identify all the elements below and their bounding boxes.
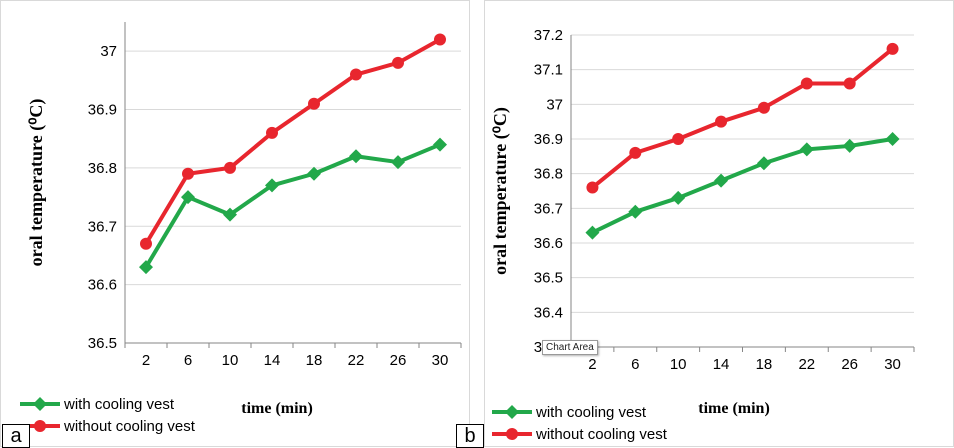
data-point-diamond	[391, 155, 405, 170]
y-tick-label: 36.8	[534, 166, 563, 183]
line-chart-b: 36.336.436.536.636.736.836.93737.137.226…	[484, 0, 954, 447]
x-tick-label: 18	[306, 352, 323, 369]
data-point-diamond	[349, 149, 363, 164]
data-point-diamond	[628, 204, 643, 219]
chart-area-tooltip: Chart Area	[542, 340, 598, 355]
data-point-circle	[392, 56, 404, 69]
x-tick-label: 2	[142, 352, 150, 369]
x-tick-label: 6	[184, 352, 192, 369]
series-line	[591, 137, 893, 235]
x-tick-label: 14	[264, 352, 281, 369]
legend-marker-circle	[506, 428, 518, 440]
legend-marker-circle	[34, 420, 46, 432]
y-tick-label: 36.6	[88, 277, 117, 294]
chart-panel-b: 36.336.436.536.636.736.836.93737.137.226…	[456, 0, 954, 448]
y-tick-label: 36.8	[88, 160, 117, 177]
data-point-diamond	[307, 166, 321, 181]
y-tick-label: 36.4	[534, 304, 563, 321]
y-tick-label: 36.7	[534, 200, 563, 217]
data-point-diamond	[756, 156, 771, 171]
data-point-diamond	[585, 225, 600, 240]
chart-area-border	[0, 0, 470, 447]
y-tick-label: 36.7	[88, 218, 117, 235]
series-line	[144, 142, 441, 269]
y-axis-title: oral temperature (⁰C)	[490, 107, 511, 275]
y-tick-label: 36.5	[88, 335, 117, 352]
data-point-circle	[715, 115, 728, 128]
y-tick-label: 37	[546, 96, 563, 113]
data-point-diamond	[181, 190, 195, 205]
data-point-diamond	[265, 178, 279, 193]
y-tick-label: 36.9	[88, 102, 117, 119]
data-point-circle	[629, 146, 642, 159]
x-tick-label: 22	[798, 356, 815, 373]
data-point-circle	[140, 237, 152, 250]
y-tick-label: 36.6	[534, 235, 563, 252]
panel-tag-b: b	[456, 424, 484, 448]
data-point-circle	[182, 167, 194, 180]
data-point-circle	[350, 68, 362, 81]
x-tick-label: 26	[841, 356, 858, 373]
y-tick-label: 36.9	[534, 131, 563, 148]
y-tick-label: 37.2	[534, 27, 563, 44]
data-point-diamond	[799, 142, 814, 157]
data-point-circle	[434, 33, 446, 46]
x-tick-label: 10	[222, 352, 239, 369]
panel-tag-a: a	[2, 424, 30, 448]
legend-label: with cooling vest	[63, 396, 175, 413]
data-point-diamond	[885, 132, 900, 146]
chart-panel-a: 36.5 36.6 36.7 36.8 36.9 37 2 6 10 14 18 22 26 30 oral…	[0, 0, 470, 448]
x-tick-label: 2	[588, 356, 596, 373]
data-point-circle	[843, 77, 856, 90]
legend-label: with cooling vest	[535, 404, 647, 421]
data-point-circle	[672, 133, 685, 145]
series-line	[144, 37, 441, 245]
data-point-circle	[757, 101, 770, 114]
x-tick-label: 10	[670, 356, 687, 373]
data-point-circle	[800, 77, 813, 90]
legend-marker-diamond	[505, 405, 519, 419]
x-tick-label: 30	[432, 352, 449, 369]
data-point-diamond	[671, 190, 686, 205]
data-point-diamond	[139, 260, 153, 275]
x-axis-title: time (min)	[698, 400, 770, 417]
legend-label: without cooling vest	[63, 418, 196, 435]
y-axis-title: oral temperature (⁰C)	[26, 99, 47, 267]
x-axis-title: time (min)	[241, 400, 313, 417]
data-point-diamond	[714, 173, 729, 188]
y-tick-label: 37	[100, 43, 117, 60]
data-point-diamond	[433, 137, 447, 152]
x-tick-label: 6	[631, 356, 639, 373]
data-point-circle	[886, 42, 899, 55]
data-point-circle	[224, 161, 236, 174]
x-tick-label: 30	[884, 356, 901, 373]
x-tick-label: 14	[713, 356, 730, 373]
series-line	[591, 47, 894, 190]
data-point-diamond	[223, 207, 237, 222]
x-tick-label: 18	[756, 356, 773, 373]
legend-marker-diamond	[33, 397, 47, 411]
x-tick-label: 26	[390, 352, 407, 369]
data-point-circle	[266, 126, 278, 139]
legend-label: without cooling vest	[535, 426, 668, 443]
x-tick-label: 22	[348, 352, 365, 369]
y-tick-label: 37.1	[534, 62, 563, 79]
y-tick-label: 36.5	[534, 270, 563, 287]
data-point-circle	[308, 97, 320, 110]
data-point-diamond	[842, 138, 857, 153]
data-point-circle	[586, 181, 599, 194]
